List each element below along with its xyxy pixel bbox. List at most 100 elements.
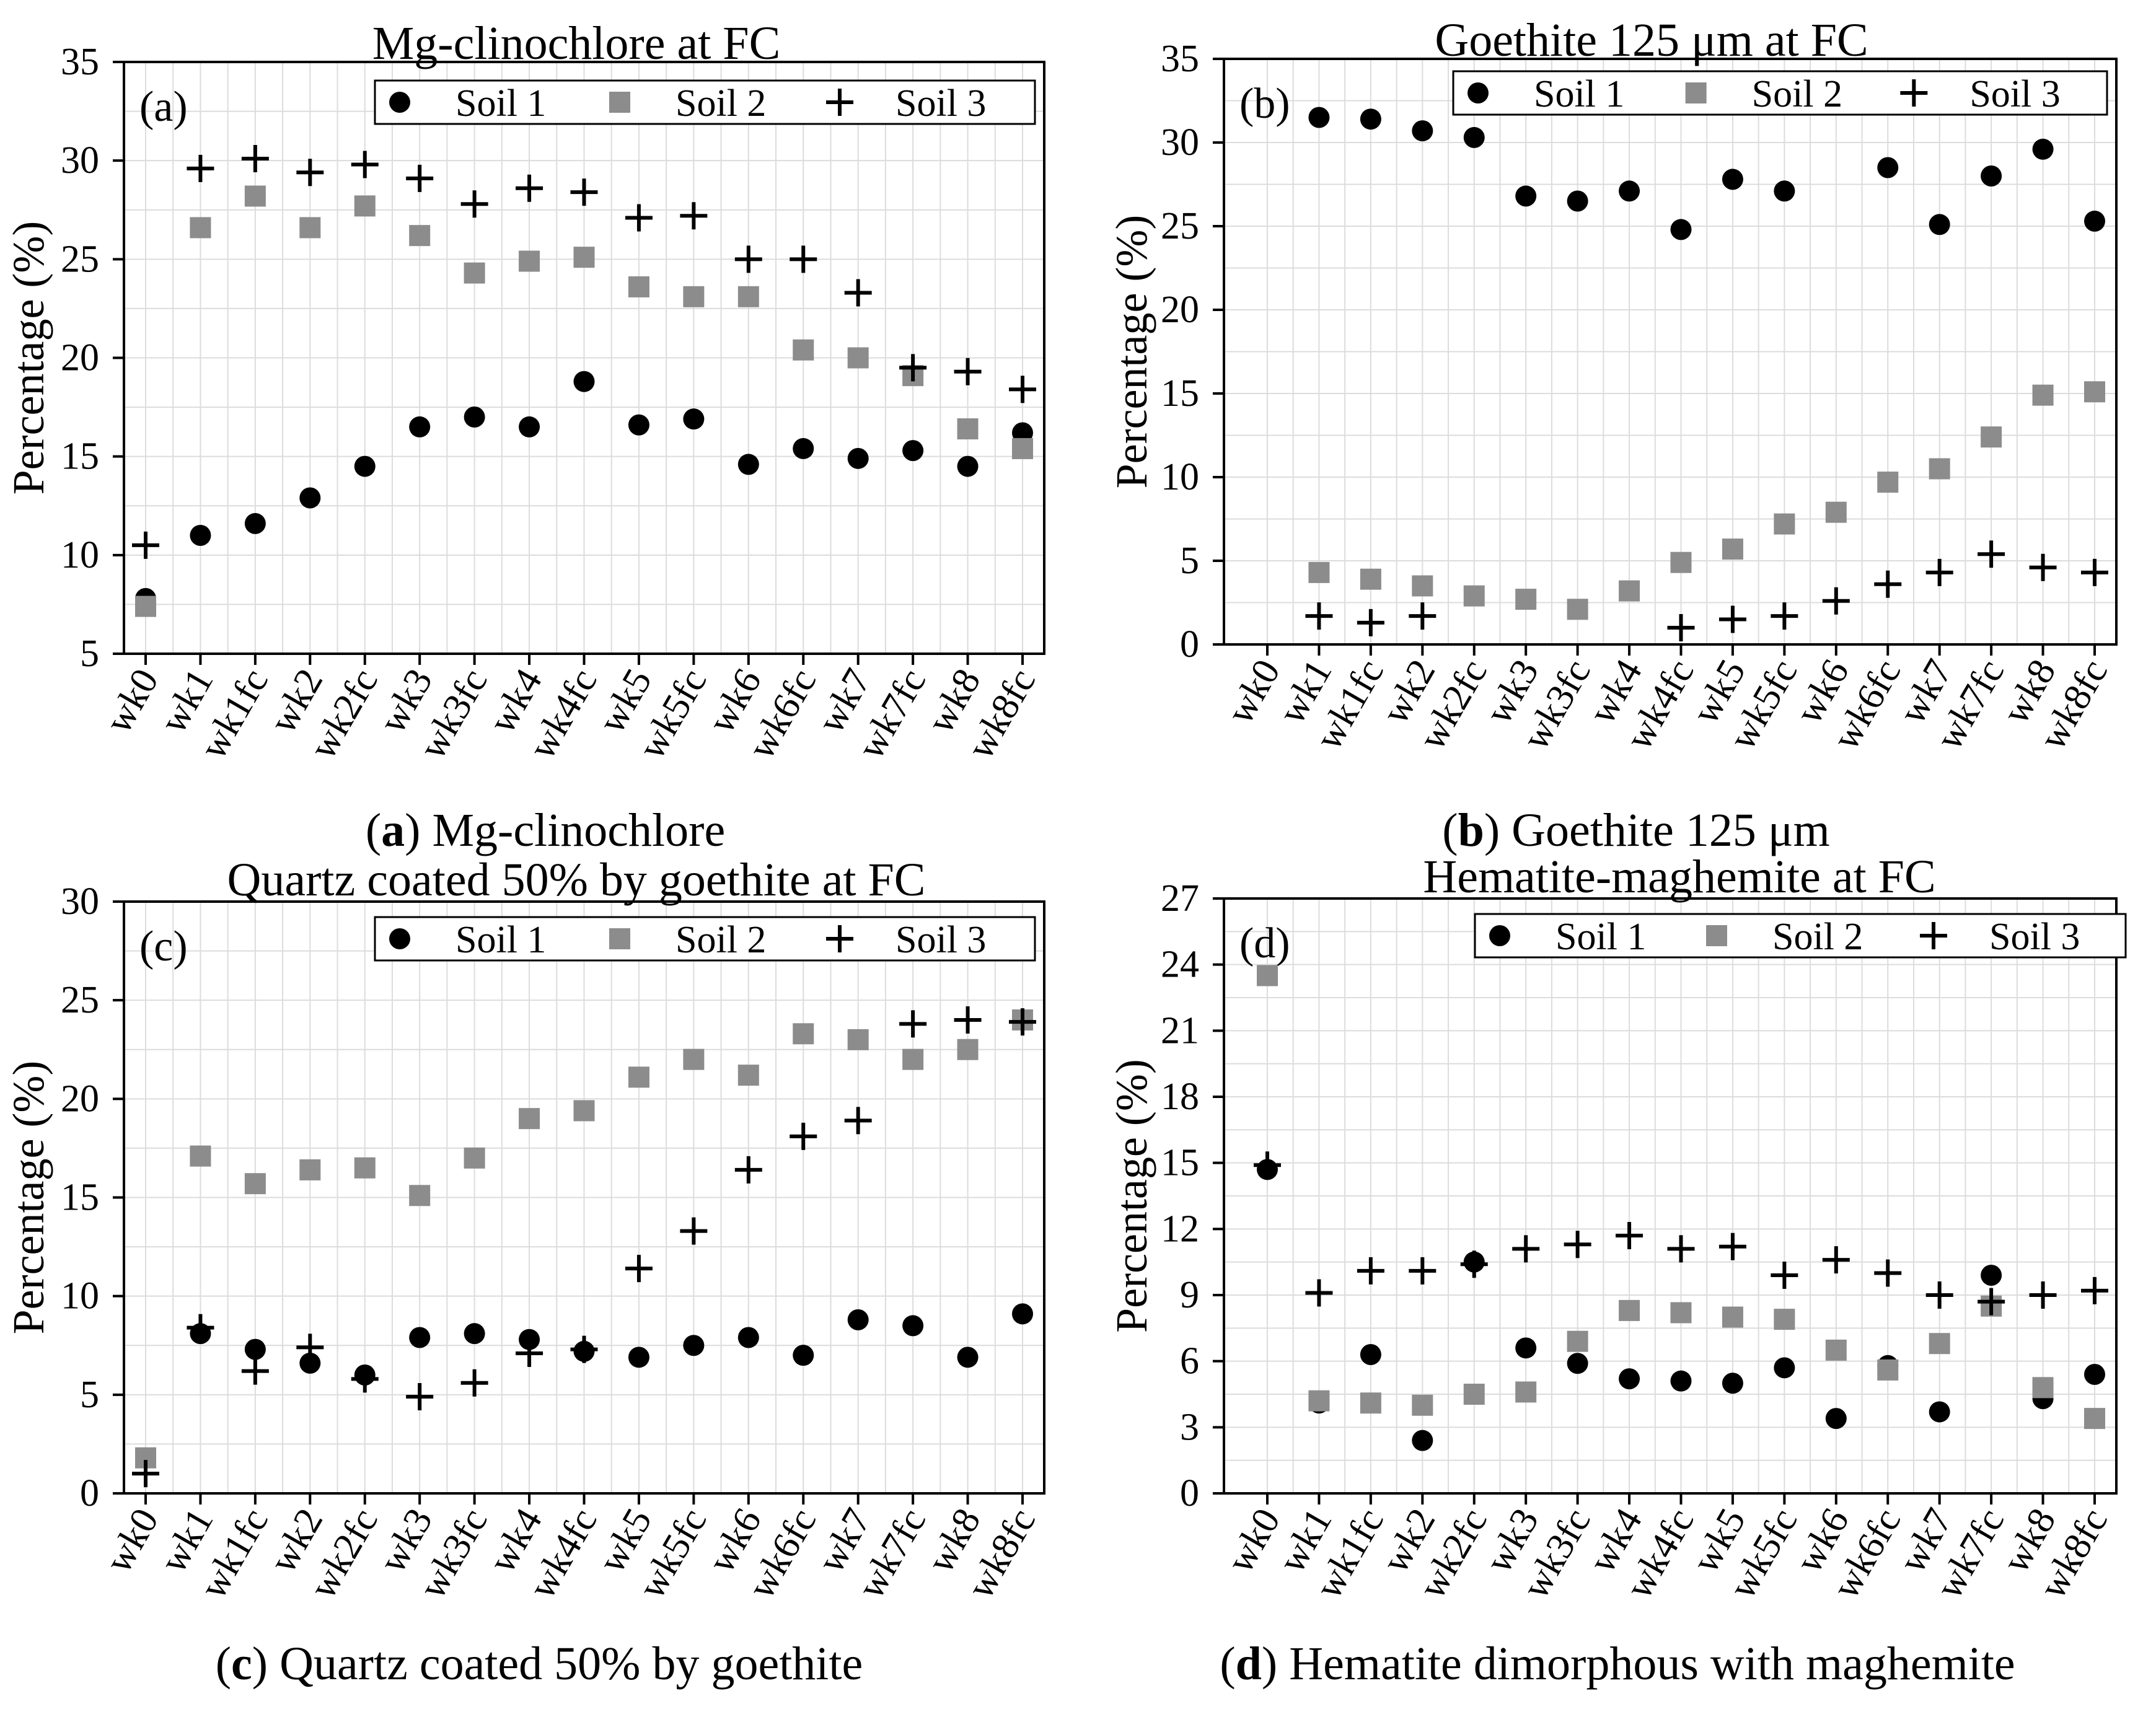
data-point-soil1 [1722, 1373, 1743, 1394]
chart-title: Quartz coated 50% by goethite at FC [227, 854, 925, 906]
data-point-soil1 [464, 1323, 485, 1345]
data-point-soil3 [1009, 376, 1036, 403]
data-point-soil3 [1718, 605, 1746, 633]
data-point-soil1 [1360, 1344, 1381, 1365]
data-point-soil3 [734, 245, 762, 273]
data-point-soil3 [1460, 1250, 1488, 1278]
legend-label-3: Soil 3 [895, 82, 986, 125]
data-point-soil2 [628, 276, 649, 297]
data-point-soil3 [1564, 1231, 1591, 1259]
y-tick-label: 20 [61, 337, 99, 379]
data-point-soil3 [570, 178, 598, 206]
caption-text: Quartz coated 50% by goethite [268, 1638, 863, 1690]
data-point-soil3 [790, 1122, 817, 1150]
data-point-soil2 [793, 1023, 814, 1045]
data-point-soil1 [737, 1327, 759, 1348]
panel-letter: (b) [1239, 80, 1290, 128]
data-point-soil2 [847, 1029, 869, 1050]
data-point-soil1 [299, 1352, 321, 1374]
data-point-soil3 [1771, 602, 1798, 630]
data-point-soil2 [2032, 1377, 2054, 1399]
data-point-soil3 [1009, 1008, 1036, 1036]
data-point-soil3 [187, 154, 214, 182]
legend-label-2: Soil 2 [1772, 916, 1863, 958]
data-point-soil2 [902, 1048, 924, 1070]
data-point-soil2 [244, 1173, 266, 1195]
data-point-soil2 [1877, 1359, 1899, 1381]
data-point-soil2 [793, 339, 814, 361]
data-point-soil3 [570, 1335, 598, 1363]
y-tick-label: 30 [1161, 121, 1199, 164]
data-point-soil2 [190, 1145, 211, 1167]
data-point-soil2 [354, 195, 376, 217]
y-tick-label: 20 [1161, 289, 1199, 331]
data-point-soil2 [1722, 538, 1743, 560]
legend: Soil 1 Soil 2 Soil 3 [1474, 913, 2127, 959]
caption-text: Mg-clinochlore [420, 804, 725, 856]
legend-label-3: Soil 3 [1969, 73, 2060, 115]
y-tick-label: 27 [1161, 877, 1199, 920]
panel-caption: (a) Mg-clinochlore [366, 804, 725, 856]
data-point-soil2 [2084, 1408, 2105, 1430]
legend-marker-1 [389, 928, 410, 949]
data-point-soil2 [2032, 384, 2054, 406]
data-point-soil3 [1357, 1257, 1384, 1285]
data-point-soil3 [1667, 614, 1695, 641]
chart-title: Mg-clinochlore at FC [372, 17, 781, 69]
data-point-soil1 [1670, 219, 1692, 240]
data-point-soil3 [2081, 1276, 2108, 1304]
caption-letter: a [381, 804, 405, 856]
data-point-soil2 [1012, 437, 1033, 459]
chart-panel-1: 5101520253035wk0wk1wk1fcwk2wk2fcwk3wk3fc… [4, 17, 1045, 856]
data-point-soil2 [299, 1159, 321, 1180]
data-point-soil2 [1619, 1299, 1640, 1321]
y-tick-label: 0 [1180, 1472, 1199, 1514]
data-point-soil3 [1874, 1259, 1902, 1287]
data-point-soil1 [957, 1347, 979, 1368]
y-tick-label: 0 [80, 1472, 99, 1514]
data-point-soil3 [296, 1333, 324, 1361]
data-point-soil3 [899, 354, 927, 382]
data-point-soil3 [1925, 558, 1953, 586]
data-point-soil3 [2029, 553, 2057, 581]
data-point-soil2 [1257, 965, 1278, 986]
data-point-soil2 [1360, 1392, 1381, 1414]
x-tick-label: wk0 [97, 662, 167, 740]
data-point-soil2 [1774, 513, 1795, 535]
data-point-soil2 [1515, 1381, 1537, 1403]
data-point-soil2 [1825, 501, 1847, 523]
panel-caption: (b) Goethite 125 μm [1442, 804, 1829, 856]
legend-marker-3 [826, 925, 853, 952]
y-tick-label: 18 [1161, 1076, 1199, 1118]
data-point-soil3 [899, 1010, 927, 1038]
caption-letter: c [231, 1638, 252, 1690]
data-point-soil1 [1825, 1408, 1847, 1430]
data-point-soil2 [683, 286, 705, 307]
data-point-soil1 [793, 437, 814, 459]
data-point-soil2 [1567, 599, 1588, 620]
y-tick-label: 0 [1180, 623, 1199, 666]
legend-label-2: Soil 2 [1752, 73, 1842, 115]
data-point-soil1 [1567, 190, 1588, 212]
y-tick-label: 3 [1180, 1406, 1199, 1448]
legend-marker-2 [1685, 82, 1707, 103]
y-tick-label: 21 [1161, 1009, 1199, 1052]
data-point-soil3 [680, 202, 708, 230]
data-point-soil1 [683, 1335, 705, 1356]
y-tick-label: 35 [61, 41, 99, 83]
data-point-soil1 [354, 455, 376, 477]
data-point-soil2 [1929, 1333, 1950, 1355]
x-tick-label: wk0 [1219, 652, 1288, 731]
data-point-soil2 [1463, 585, 1485, 607]
y-tick-label: 6 [1180, 1340, 1199, 1382]
data-point-soil3 [1512, 1235, 1540, 1263]
data-point-soil3 [1978, 1288, 2005, 1316]
data-point-soil2 [847, 347, 869, 369]
data-point-soil1 [1463, 126, 1485, 148]
legend: Soil 1 Soil 2 Soil 3 [1452, 70, 2108, 116]
data-point-soil2 [1825, 1339, 1847, 1361]
legend-marker-2 [1706, 925, 1727, 946]
data-point-soil1 [1877, 157, 1899, 178]
y-tick-label: 30 [61, 881, 99, 923]
data-point-soil1 [2084, 210, 2105, 232]
